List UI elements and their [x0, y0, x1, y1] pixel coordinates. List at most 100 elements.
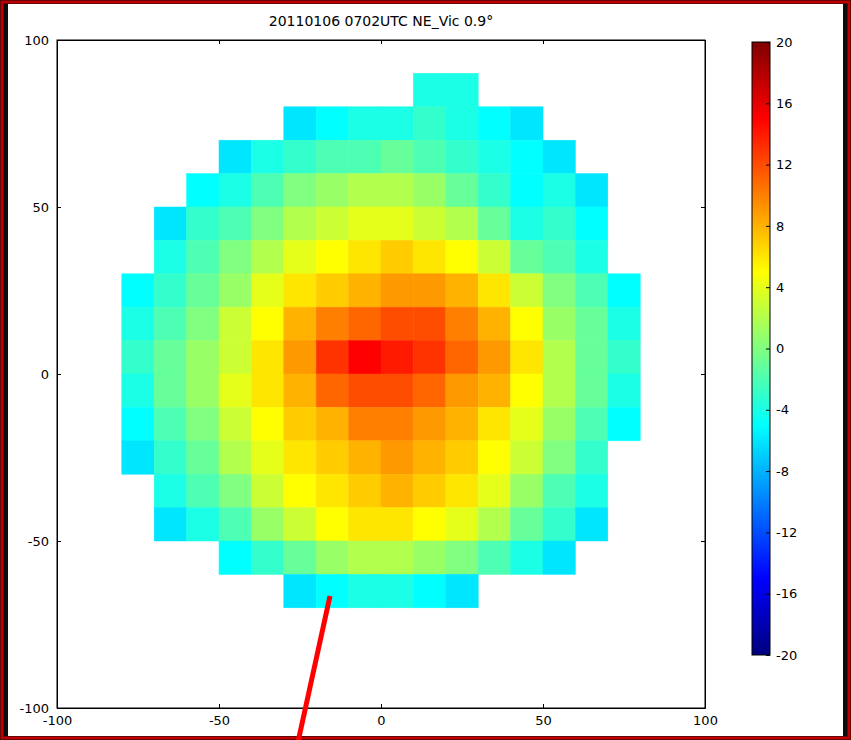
cell [511, 307, 543, 340]
cell [413, 240, 445, 273]
cell [284, 407, 316, 440]
cell [381, 374, 413, 407]
x-axis-top [58, 40, 706, 44]
cell [316, 140, 348, 173]
tick: -8 [766, 464, 789, 479]
cell [381, 541, 413, 574]
tick [381, 40, 382, 44]
cell [446, 307, 478, 340]
cell [316, 174, 348, 207]
cell [413, 274, 445, 307]
tick-mark [57, 541, 61, 542]
cell [349, 574, 381, 607]
cell [349, 341, 381, 374]
tick-mark [701, 708, 705, 709]
cell [251, 207, 283, 240]
outer-frame [2, 2, 849, 738]
cell [187, 374, 219, 407]
tick [701, 541, 705, 542]
cell [284, 140, 316, 173]
cell [381, 274, 413, 307]
tick: 20 [766, 35, 793, 50]
tick-mark [766, 471, 770, 472]
cell [608, 341, 640, 374]
cell [349, 541, 381, 574]
cell [316, 307, 348, 340]
cell [608, 274, 640, 307]
tick: 100 [24, 33, 61, 48]
cell [187, 474, 219, 507]
colorbar-axis: -20-16-12-8-4048121620 [766, 35, 797, 663]
cell [381, 140, 413, 173]
cell [154, 274, 186, 307]
tick: 50 [535, 704, 552, 728]
tick-mark [766, 42, 770, 43]
cell [608, 374, 640, 407]
axis-line [705, 41, 706, 709]
cell [316, 341, 348, 374]
cell [122, 441, 154, 474]
tick [701, 40, 705, 41]
cell [478, 374, 510, 407]
cell [543, 307, 575, 340]
cell [349, 107, 381, 140]
cell [219, 174, 251, 207]
cell [349, 441, 381, 474]
cell [316, 240, 348, 273]
cell [316, 574, 348, 607]
tick: -16 [766, 586, 797, 601]
tick-label: -100 [19, 701, 49, 716]
cell [219, 307, 251, 340]
cell [543, 441, 575, 474]
tick: -20 [766, 648, 797, 663]
cell [316, 407, 348, 440]
cell [543, 274, 575, 307]
cell [446, 207, 478, 240]
tick: 12 [766, 157, 793, 172]
x-axis: -100-50050100 [43, 704, 718, 728]
cell [446, 374, 478, 407]
tick [701, 708, 705, 709]
tick-mark [766, 410, 770, 411]
cell [284, 341, 316, 374]
cell [413, 407, 445, 440]
cell [543, 240, 575, 273]
cell [219, 207, 251, 240]
tick [219, 40, 220, 44]
cell [446, 341, 478, 374]
cell [219, 140, 251, 173]
cell [381, 174, 413, 207]
cell [575, 274, 607, 307]
tick [57, 40, 58, 44]
cell [219, 240, 251, 273]
cell [478, 274, 510, 307]
cell [154, 240, 186, 273]
cell [511, 474, 543, 507]
cell [316, 541, 348, 574]
cell [381, 207, 413, 240]
cell [413, 574, 445, 607]
cell [219, 374, 251, 407]
cell [284, 207, 316, 240]
cell [575, 240, 607, 273]
cell [608, 407, 640, 440]
cell [187, 274, 219, 307]
cell [316, 274, 348, 307]
tick-label: -12 [776, 525, 797, 540]
cell [349, 174, 381, 207]
cell [154, 508, 186, 541]
cell [478, 341, 510, 374]
cell [575, 307, 607, 340]
cell [575, 174, 607, 207]
tick: 0 [41, 367, 61, 382]
cell [381, 441, 413, 474]
cell [446, 541, 478, 574]
cell [187, 240, 219, 273]
cell [122, 341, 154, 374]
cell [154, 441, 186, 474]
plot-frame [57, 40, 705, 708]
cell [543, 508, 575, 541]
cell [575, 341, 607, 374]
cell [219, 274, 251, 307]
cell [543, 374, 575, 407]
